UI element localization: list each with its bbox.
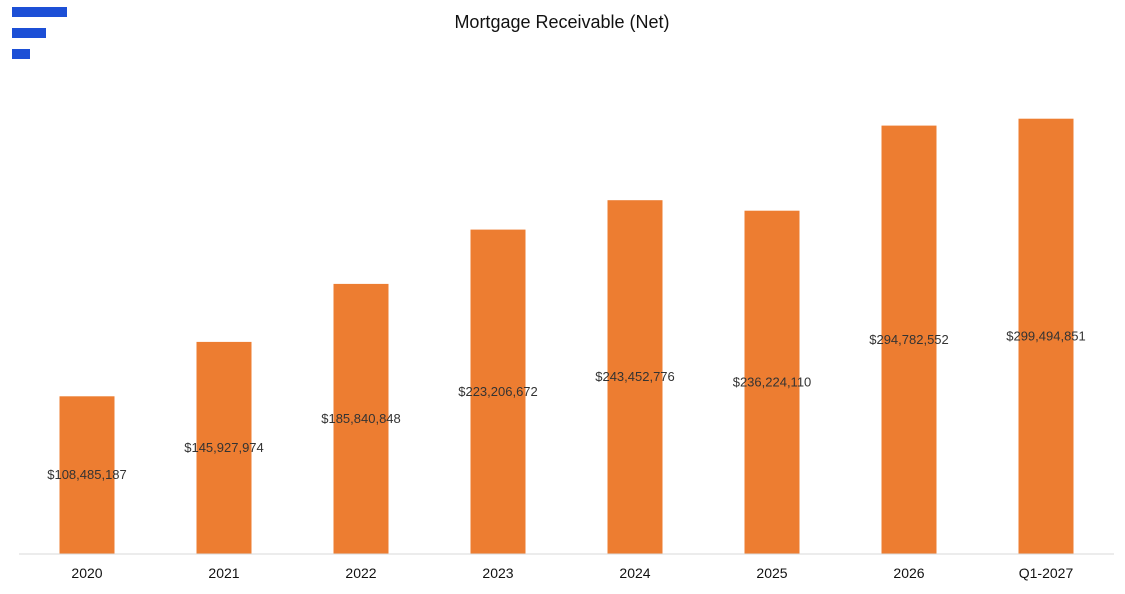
x-tick-label-q1-2027: Q1-2027 — [1019, 565, 1074, 581]
chart-title: Mortgage Receivable (Net) — [454, 12, 669, 32]
logo-bar-top — [12, 7, 67, 17]
data-label-2024: $243,452,776 — [595, 369, 675, 384]
x-tick-label-2021: 2021 — [208, 565, 239, 581]
bar-2021 — [196, 341, 252, 554]
logo-bar-bottom — [12, 49, 30, 59]
data-label-2026: $294,782,552 — [869, 332, 949, 347]
data-label-q1-2027: $299,494,851 — [1006, 328, 1086, 343]
three-bar-logo-icon — [12, 7, 67, 59]
x-tick-label-2026: 2026 — [893, 565, 924, 581]
data-label-2023: $223,206,672 — [458, 384, 538, 399]
bar-q1-2027 — [1018, 118, 1074, 554]
bar-2026 — [881, 125, 937, 554]
x-tick-labels-layer: 2020 2021 2022 2023 2024 2025 2026 Q1-2027 — [71, 565, 1073, 581]
data-label-2022: $185,840,848 — [321, 411, 401, 426]
x-tick-label-2024: 2024 — [619, 565, 650, 581]
data-label-2025: $236,224,110 — [733, 374, 812, 389]
x-tick-label-2023: 2023 — [482, 565, 513, 581]
logo-bar-middle — [12, 28, 46, 38]
data-labels-layer: $108,485,187 $145,927,974 $185,840,848 $223… — [47, 328, 1086, 482]
bar-2022 — [333, 283, 389, 554]
data-label-2020: $108,485,187 — [47, 467, 127, 482]
bar-2025 — [744, 210, 800, 554]
x-tick-label-2022: 2022 — [345, 565, 376, 581]
bar-2020 — [59, 396, 115, 554]
bar-2024 — [607, 200, 663, 554]
bar-2023 — [470, 229, 526, 554]
data-label-2021: $145,927,974 — [184, 440, 264, 455]
x-tick-label-2025: 2025 — [756, 565, 787, 581]
x-tick-label-2020: 2020 — [71, 565, 102, 581]
bars-layer — [59, 118, 1074, 554]
